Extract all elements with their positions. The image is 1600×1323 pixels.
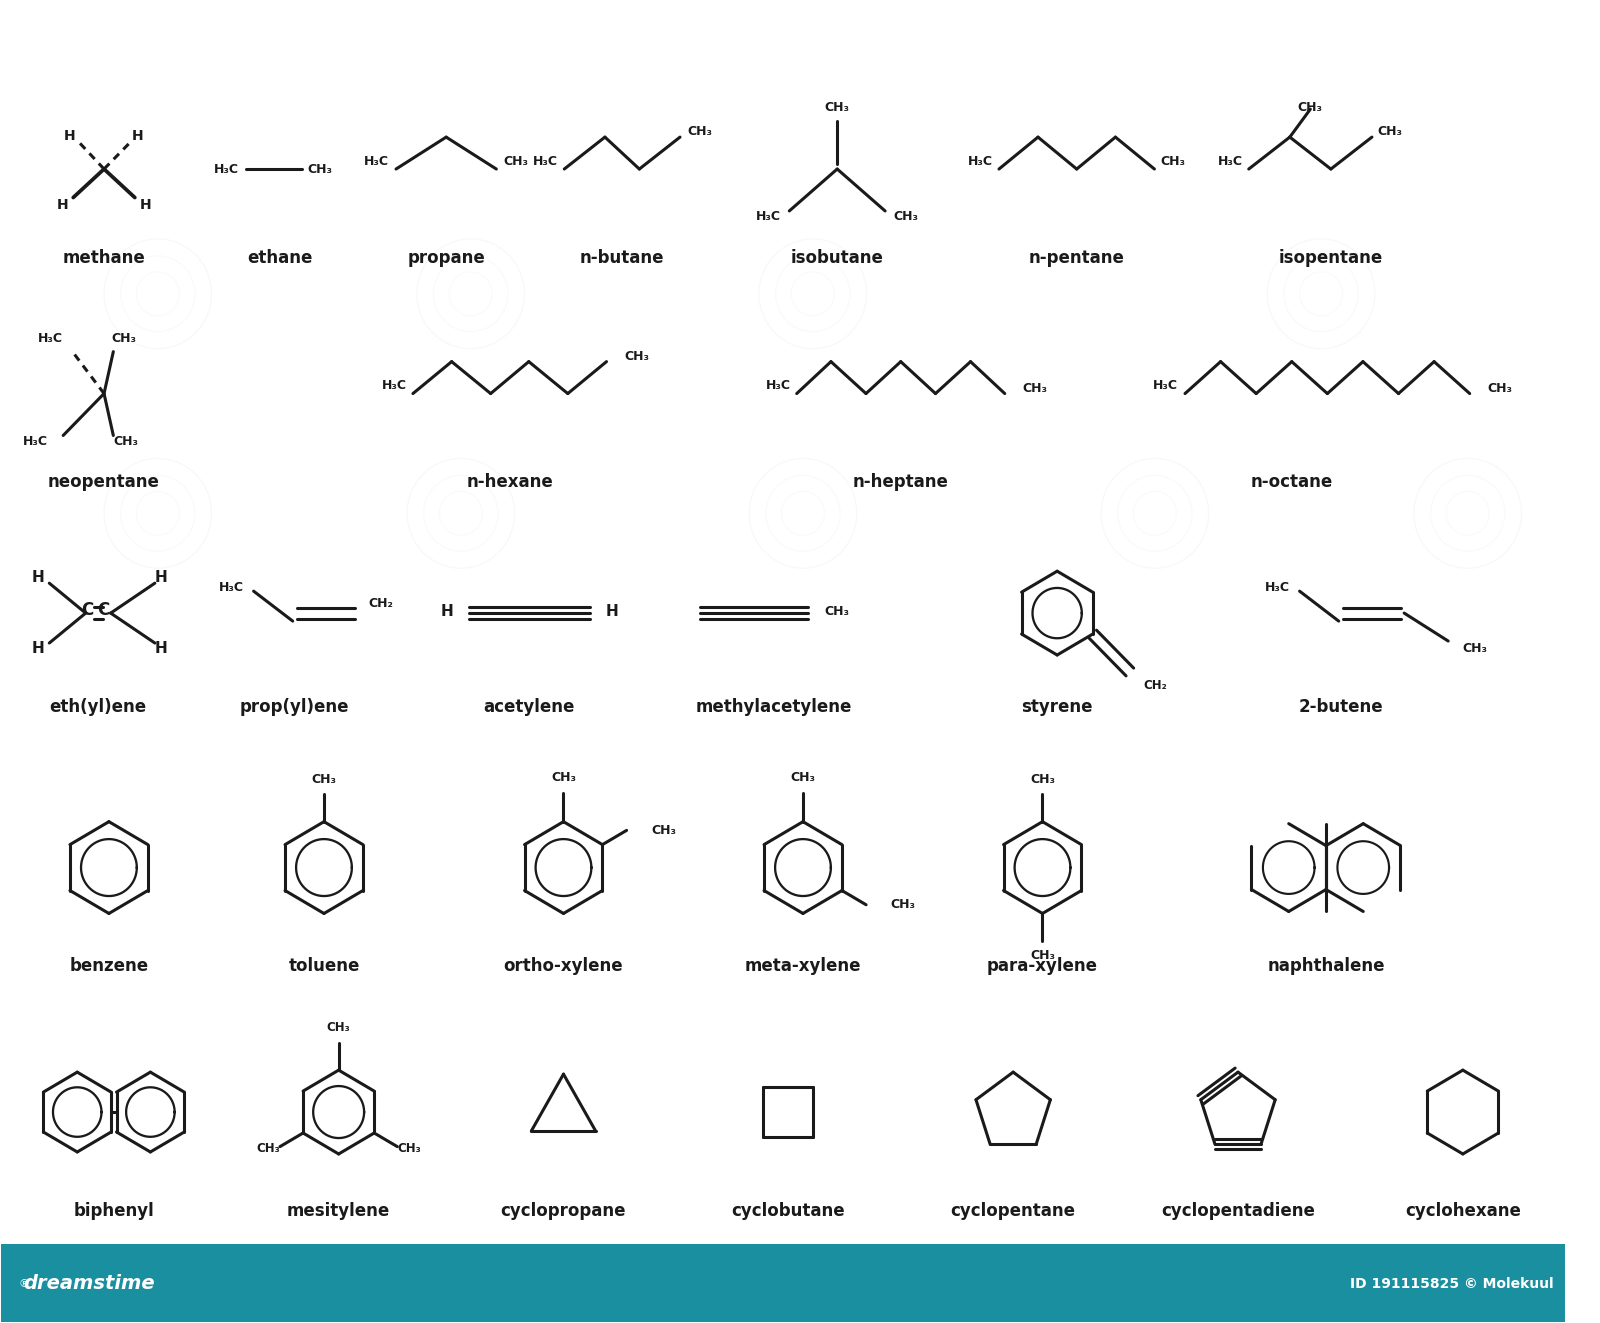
Text: H: H — [131, 128, 144, 143]
Text: CH₃: CH₃ — [790, 771, 816, 783]
Text: isobutane: isobutane — [790, 249, 883, 267]
Text: C: C — [96, 601, 109, 619]
Text: H₃C: H₃C — [1266, 581, 1290, 594]
Text: dreamstime: dreamstime — [22, 1274, 155, 1293]
Text: CH₃: CH₃ — [504, 155, 528, 168]
Text: H₃C: H₃C — [214, 163, 238, 176]
Text: cyclopropane: cyclopropane — [501, 1201, 626, 1220]
Text: ®: ® — [19, 1279, 30, 1289]
Text: n-heptane: n-heptane — [853, 474, 949, 491]
Text: H₃C: H₃C — [38, 332, 62, 345]
Text: CH₃: CH₃ — [1378, 124, 1403, 138]
Text: CH₃: CH₃ — [1488, 382, 1512, 396]
Text: CH₃: CH₃ — [894, 210, 918, 224]
Text: cyclohexane: cyclohexane — [1405, 1201, 1520, 1220]
Text: CH₂: CH₂ — [368, 597, 394, 610]
Text: H: H — [154, 570, 166, 586]
Text: H₃C: H₃C — [533, 155, 558, 168]
Text: CH₃: CH₃ — [651, 824, 677, 837]
Text: isopentane: isopentane — [1278, 249, 1382, 267]
Text: CH₃: CH₃ — [397, 1142, 421, 1155]
Text: H₃C: H₃C — [1152, 380, 1178, 392]
Text: H: H — [139, 197, 150, 212]
Text: H₃C: H₃C — [1218, 155, 1243, 168]
Text: H₃C: H₃C — [219, 581, 243, 594]
Text: cyclopentane: cyclopentane — [950, 1201, 1075, 1220]
Text: H: H — [605, 603, 618, 619]
Text: biphenyl: biphenyl — [74, 1201, 154, 1220]
Text: H₃C: H₃C — [382, 380, 406, 392]
Text: meta-xylene: meta-xylene — [744, 958, 861, 975]
Text: cyclobutane: cyclobutane — [731, 1201, 845, 1220]
Text: propane: propane — [408, 249, 485, 267]
Text: ortho-xylene: ortho-xylene — [504, 958, 624, 975]
Text: CH₃: CH₃ — [256, 1142, 280, 1155]
Text: CH₃: CH₃ — [1298, 101, 1323, 114]
Text: n-pentane: n-pentane — [1029, 249, 1125, 267]
Text: methane: methane — [62, 249, 146, 267]
Text: prop(yl)ene: prop(yl)ene — [240, 699, 349, 716]
Text: H: H — [30, 570, 43, 586]
Text: H₃C: H₃C — [24, 435, 48, 448]
Text: CH₃: CH₃ — [312, 773, 336, 786]
Text: CH₃: CH₃ — [1462, 642, 1488, 655]
Text: CH₃: CH₃ — [307, 163, 333, 176]
Text: n-butane: n-butane — [579, 249, 664, 267]
Text: CH₃: CH₃ — [824, 101, 850, 114]
Text: neopentane: neopentane — [48, 474, 160, 491]
Text: eth(yl)ene: eth(yl)ene — [50, 699, 147, 716]
Text: H: H — [58, 197, 69, 212]
Text: CH₃: CH₃ — [624, 351, 650, 363]
Text: styrene: styrene — [1021, 699, 1093, 716]
Text: CH₃: CH₃ — [688, 124, 714, 138]
Text: n-octane: n-octane — [1251, 474, 1333, 491]
Text: cyclopentadiene: cyclopentadiene — [1162, 1201, 1315, 1220]
Text: H₃C: H₃C — [968, 155, 994, 168]
Text: H: H — [64, 128, 75, 143]
Text: n-hexane: n-hexane — [466, 474, 554, 491]
Text: CH₃: CH₃ — [824, 605, 850, 618]
Text: para-xylene: para-xylene — [987, 958, 1098, 975]
Bar — [2, 1244, 1565, 1322]
Text: CH₃: CH₃ — [326, 1021, 350, 1035]
Text: H: H — [30, 640, 43, 656]
Text: CH₃: CH₃ — [1160, 155, 1186, 168]
Text: H₃C: H₃C — [766, 380, 792, 392]
Text: CH₃: CH₃ — [1022, 382, 1048, 396]
Text: H: H — [154, 640, 166, 656]
Text: methylacetylene: methylacetylene — [696, 699, 851, 716]
Text: ethane: ethane — [248, 249, 312, 267]
Text: ID 191115825 © Molekuul: ID 191115825 © Molekuul — [1350, 1277, 1554, 1291]
Text: CH₃: CH₃ — [114, 435, 138, 448]
Text: CH₃: CH₃ — [112, 332, 136, 345]
Text: toluene: toluene — [288, 958, 360, 975]
Text: H: H — [440, 603, 453, 619]
Text: benzene: benzene — [69, 958, 149, 975]
Text: C: C — [82, 601, 93, 619]
Text: H₃C: H₃C — [755, 210, 781, 224]
Text: naphthalene: naphthalene — [1267, 958, 1384, 975]
Text: 2-butene: 2-butene — [1298, 699, 1382, 716]
Text: mesitylene: mesitylene — [286, 1201, 390, 1220]
Text: CH₃: CH₃ — [891, 898, 915, 912]
Text: acetylene: acetylene — [483, 699, 574, 716]
Text: CH₃: CH₃ — [1030, 949, 1054, 962]
Text: H₃C: H₃C — [363, 155, 389, 168]
Text: CH₃: CH₃ — [1030, 773, 1054, 786]
Text: CH₃: CH₃ — [550, 771, 576, 783]
Text: CH₂: CH₂ — [1144, 680, 1168, 692]
